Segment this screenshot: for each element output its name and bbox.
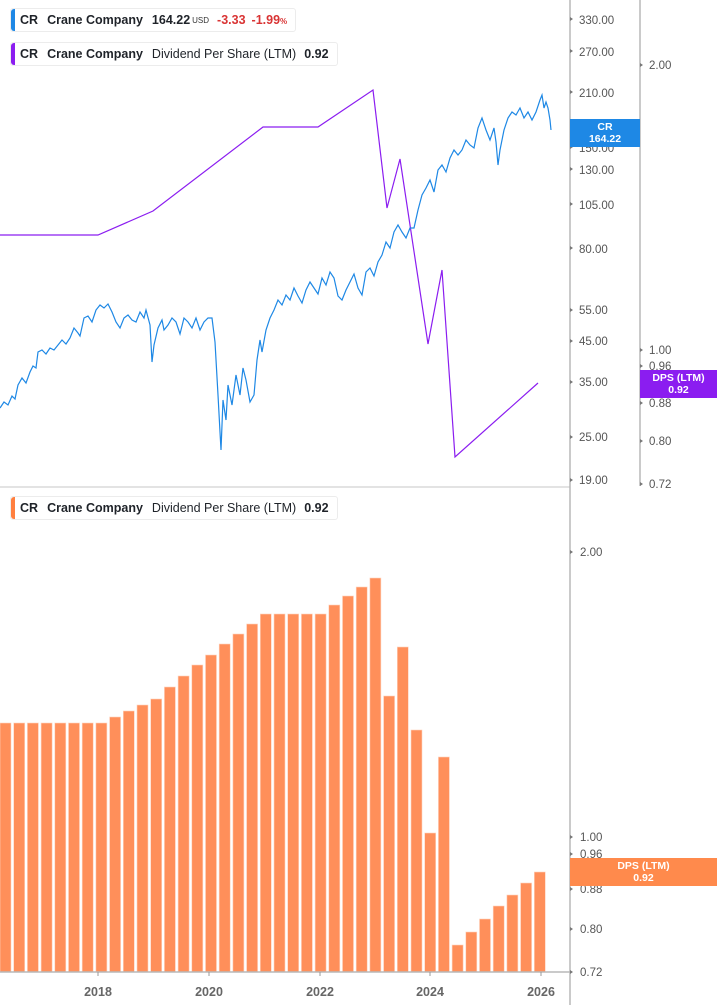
legend-company: Crane Company xyxy=(47,501,143,515)
svg-text:0.80: 0.80 xyxy=(649,436,671,448)
x-axis-ticks: 2018 2020 2022 2024 2026 xyxy=(84,972,555,999)
svg-text:0.88: 0.88 xyxy=(649,398,671,410)
legend-company: Crane Company xyxy=(47,13,143,27)
legend-color-bar xyxy=(11,497,15,519)
dps-bars xyxy=(0,577,546,973)
legend-metric: Dividend Per Share (LTM) xyxy=(151,501,297,515)
svg-text:0.72: 0.72 xyxy=(649,479,671,491)
svg-text:55.00: 55.00 xyxy=(579,305,608,317)
legend-metric: Dividend Per Share (LTM) xyxy=(151,47,297,61)
svg-text:0.88: 0.88 xyxy=(580,884,602,896)
dps-tag-bottom: DPS (LTM) 0.92 xyxy=(570,858,717,886)
svg-text:2024: 2024 xyxy=(416,985,444,999)
svg-text:2018: 2018 xyxy=(84,985,112,999)
price-tag: CR 164.22 xyxy=(570,119,640,147)
legend-change-pct: -1.99% xyxy=(251,13,288,27)
svg-text:2.00: 2.00 xyxy=(649,60,671,72)
svg-text:35.00: 35.00 xyxy=(579,377,608,389)
dps-axis-ticks-bottom: 2.00 1.00 0.96 0.88 0.80 0.72 xyxy=(570,547,602,979)
legend-price-value: 164.22 xyxy=(151,13,191,27)
price-line xyxy=(0,92,552,451)
legend-price[interactable]: CR Crane Company 164.22 USD -3.33 -1.99% xyxy=(10,8,297,32)
svg-text:2022: 2022 xyxy=(306,985,334,999)
svg-text:25.00: 25.00 xyxy=(579,432,608,444)
svg-text:105.00: 105.00 xyxy=(579,200,614,212)
legend-currency: USD xyxy=(192,15,210,25)
svg-text:130.00: 130.00 xyxy=(579,165,614,177)
dps-axis-ticks-top: 2.00 1.00 0.96 0.88 0.80 0.72 xyxy=(640,60,671,491)
svg-text:330.00: 330.00 xyxy=(579,15,614,27)
legend-company: Crane Company xyxy=(47,47,143,61)
svg-text:80.00: 80.00 xyxy=(579,244,608,256)
svg-text:270.00: 270.00 xyxy=(579,47,614,59)
svg-text:19.00: 19.00 xyxy=(579,475,608,487)
legend-color-bar xyxy=(11,43,15,65)
legend-dps-top[interactable]: CR Crane Company Dividend Per Share (LTM… xyxy=(10,42,338,66)
legend-color-bar xyxy=(11,9,15,31)
svg-text:0.72: 0.72 xyxy=(580,967,602,979)
legend-ticker: CR xyxy=(20,501,39,515)
legend-dps-value: 0.92 xyxy=(304,501,329,515)
dps-tag-top: DPS (LTM) 0.92 xyxy=(640,370,717,398)
svg-text:210.00: 210.00 xyxy=(579,88,614,100)
svg-text:1.00: 1.00 xyxy=(580,832,602,844)
svg-text:2.00: 2.00 xyxy=(580,547,602,559)
legend-change: -3.33 xyxy=(217,13,246,27)
dps-line xyxy=(0,88,539,459)
legend-ticker: CR xyxy=(20,13,39,27)
svg-text:0.80: 0.80 xyxy=(580,924,602,936)
legend-dps-bottom[interactable]: CR Crane Company Dividend Per Share (LTM… xyxy=(10,496,338,520)
legend-ticker: CR xyxy=(20,47,39,61)
svg-text:2026: 2026 xyxy=(527,985,555,999)
svg-text:2020: 2020 xyxy=(195,985,223,999)
price-axis-ticks: 330.00 270.00 210.00 150.00 130.00 105.0… xyxy=(570,15,614,487)
svg-text:1.00: 1.00 xyxy=(649,345,671,357)
legend-dps-value: 0.92 xyxy=(304,47,329,61)
svg-text:45.00: 45.00 xyxy=(579,336,608,348)
